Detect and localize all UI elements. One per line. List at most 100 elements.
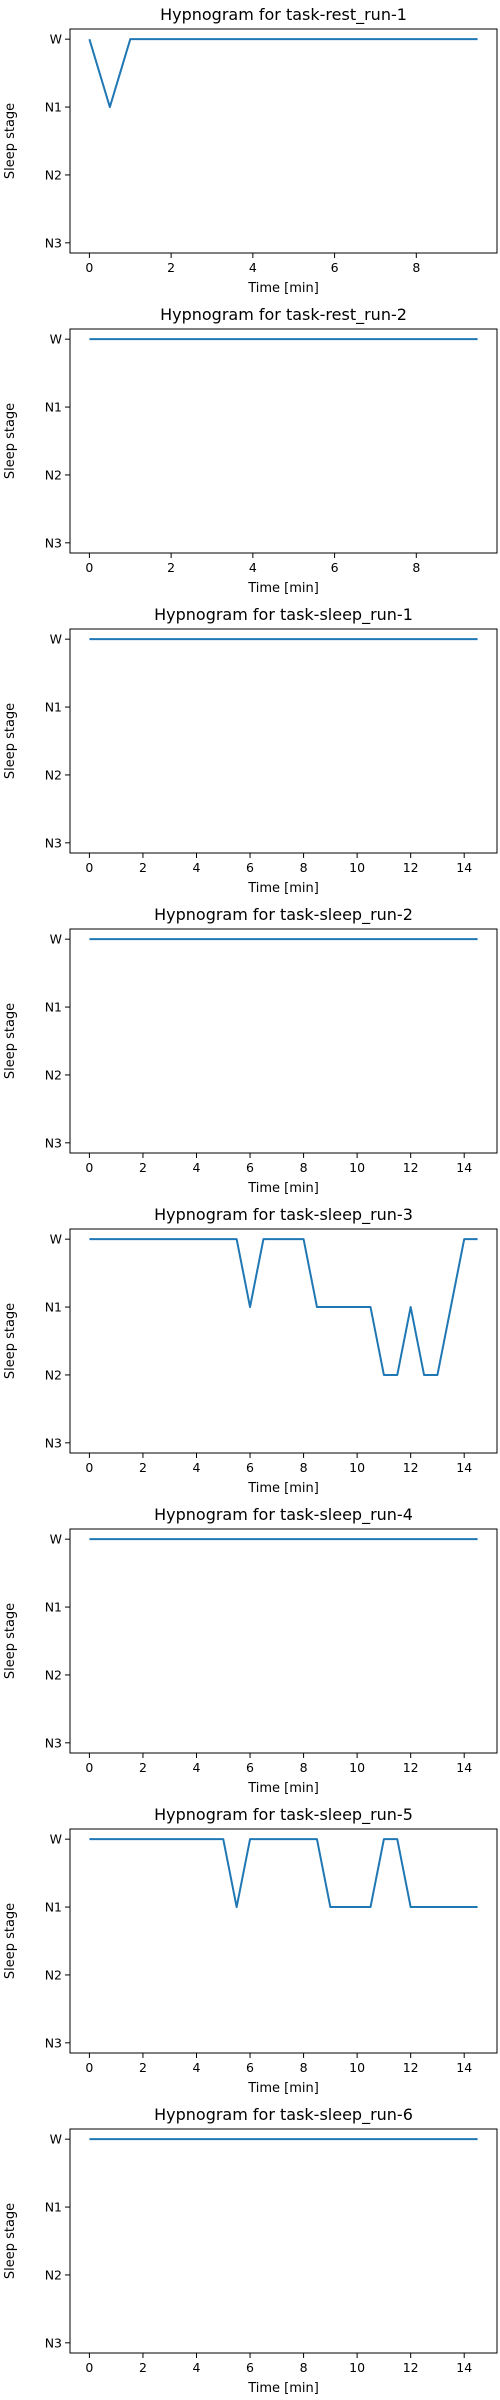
x-tick-label: 6 (246, 1460, 254, 1475)
data-point (436, 1374, 438, 1376)
y-axis-label: Sleep stage (3, 103, 18, 179)
data-point (88, 38, 90, 40)
hypnogram-panel-4: Hypnogram for task-sleep_run-2 W N1 N2 N3 0 2 4… (3, 905, 498, 1196)
x-tick-label: 8 (300, 1760, 308, 1775)
y-tick-label: N1 (45, 1300, 62, 1315)
x-tick-label: 8 (300, 1460, 308, 1475)
x-axis-label: Time [min] (247, 581, 319, 596)
data-point (477, 1906, 479, 1908)
hypnogram-panel-8: Hypnogram for task-sleep_run-6 W N1 N2 N3 0 2 4… (3, 2105, 498, 2396)
data-point (423, 1374, 425, 1376)
x-tick-label: 12 (403, 1160, 419, 1175)
x-tick-label: 10 (349, 1160, 365, 1175)
hypnogram-panel-6: Hypnogram for task-sleep_run-4 W N1 N2 N3 0 2 4… (3, 1505, 498, 1796)
x-axis-label: Time [min] (247, 1181, 319, 1196)
x-tick-label: 2 (139, 1760, 147, 1775)
data-point (236, 1238, 238, 1240)
hypnogram-series-line (89, 1238, 478, 1376)
y-tick-label: N3 (45, 835, 62, 850)
x-tick-label: 0 (85, 1160, 93, 1175)
x-tick-label: 4 (249, 260, 257, 275)
y-tick-label: N1 (45, 2200, 62, 2215)
plot-frame (69, 928, 498, 1154)
chart-title: Hypnogram for task-rest_run-1 (160, 5, 407, 25)
y-tick-label: N3 (45, 1735, 62, 1750)
hypnogram-panel-2: Hypnogram for task-rest_run-2 W N1 N2 N3 0 2 4 6… (3, 305, 498, 596)
data-point (88, 338, 90, 340)
y-axis-label: Sleep stage (3, 1603, 18, 1679)
data-point (316, 1838, 318, 1840)
x-tick-label: 2 (139, 2060, 147, 2075)
data-point (477, 938, 479, 940)
y-tick-label: N3 (45, 2035, 62, 2050)
x-tick-label: 0 (85, 860, 93, 875)
x-tick-label: 8 (300, 2060, 308, 2075)
hypnogram-panel-7: Hypnogram for task-sleep_run-5 W N1 N2 N3 0 2 4… (3, 1805, 498, 2096)
y-tick-label: N3 (45, 1135, 62, 1150)
data-point (477, 2138, 479, 2140)
x-tick-label: 2 (139, 1460, 147, 1475)
data-point (370, 1306, 372, 1308)
chart-title: Hypnogram for task-sleep_run-4 (154, 1505, 413, 1525)
y-tick-label: W (50, 1232, 62, 1247)
data-point (410, 1306, 412, 1308)
y-tick-label: N3 (45, 235, 62, 250)
y-tick-label: N2 (45, 467, 62, 482)
data-point (383, 1374, 385, 1376)
y-axis-label: Sleep stage (3, 1903, 18, 1979)
data-point (88, 1538, 90, 1540)
y-tick-label: N2 (45, 1667, 62, 1682)
x-tick-label: 12 (403, 860, 419, 875)
y-axis-label: Sleep stage (3, 703, 18, 779)
x-tick-label: 12 (403, 1460, 419, 1475)
x-tick-label: 12 (403, 2060, 419, 2075)
data-point (477, 1238, 479, 1240)
data-point (410, 1906, 412, 1908)
data-point (88, 1838, 90, 1840)
hypnogram-series-line (88, 38, 478, 109)
x-tick-label: 2 (167, 260, 175, 275)
y-tick-label: N3 (45, 2335, 62, 2350)
y-tick-label: N1 (45, 100, 62, 115)
y-tick-label: W (50, 932, 62, 947)
x-axis-label: Time [min] (247, 1781, 319, 1796)
y-tick-label: N1 (45, 700, 62, 715)
x-tick-label: 2 (139, 1160, 147, 1175)
x-axis-label: Time [min] (247, 2081, 319, 2096)
x-tick-label: 0 (85, 2060, 93, 2075)
plot-frame (69, 628, 498, 854)
x-tick-label: 12 (403, 2360, 419, 2375)
data-point (477, 638, 479, 640)
x-tick-label: 6 (246, 1160, 254, 1175)
y-tick-label: W (50, 2132, 62, 2147)
x-tick-label: 14 (456, 1460, 472, 1475)
x-tick-label: 0 (85, 1460, 93, 1475)
data-point (88, 2138, 90, 2140)
chart-title: Hypnogram for task-sleep_run-1 (154, 605, 413, 625)
chart-title: Hypnogram for task-sleep_run-2 (154, 905, 413, 925)
x-tick-label: 2 (139, 860, 147, 875)
x-tick-label: 4 (193, 2360, 201, 2375)
data-point (396, 1838, 398, 1840)
x-tick-label: 0 (85, 1760, 93, 1775)
y-tick-label: W (50, 32, 62, 47)
data-point (383, 1838, 385, 1840)
x-tick-label: 12 (403, 1760, 419, 1775)
data-point (222, 1838, 224, 1840)
x-tick-label: 4 (249, 560, 257, 575)
y-tick-label: N2 (45, 2267, 62, 2282)
x-tick-label: 2 (167, 560, 175, 575)
y-tick-label: W (50, 632, 62, 647)
data-point (249, 1838, 251, 1840)
y-tick-label: N2 (45, 1967, 62, 1982)
x-tick-label: 8 (300, 2360, 308, 2375)
x-tick-label: 14 (456, 860, 472, 875)
x-tick-label: 8 (412, 560, 420, 575)
y-tick-label: N1 (45, 1900, 62, 1915)
y-tick-label: W (50, 1832, 62, 1847)
x-tick-label: 8 (300, 860, 308, 875)
x-tick-label: 14 (456, 2360, 472, 2375)
data-point (329, 1906, 331, 1908)
data-point (477, 338, 479, 340)
